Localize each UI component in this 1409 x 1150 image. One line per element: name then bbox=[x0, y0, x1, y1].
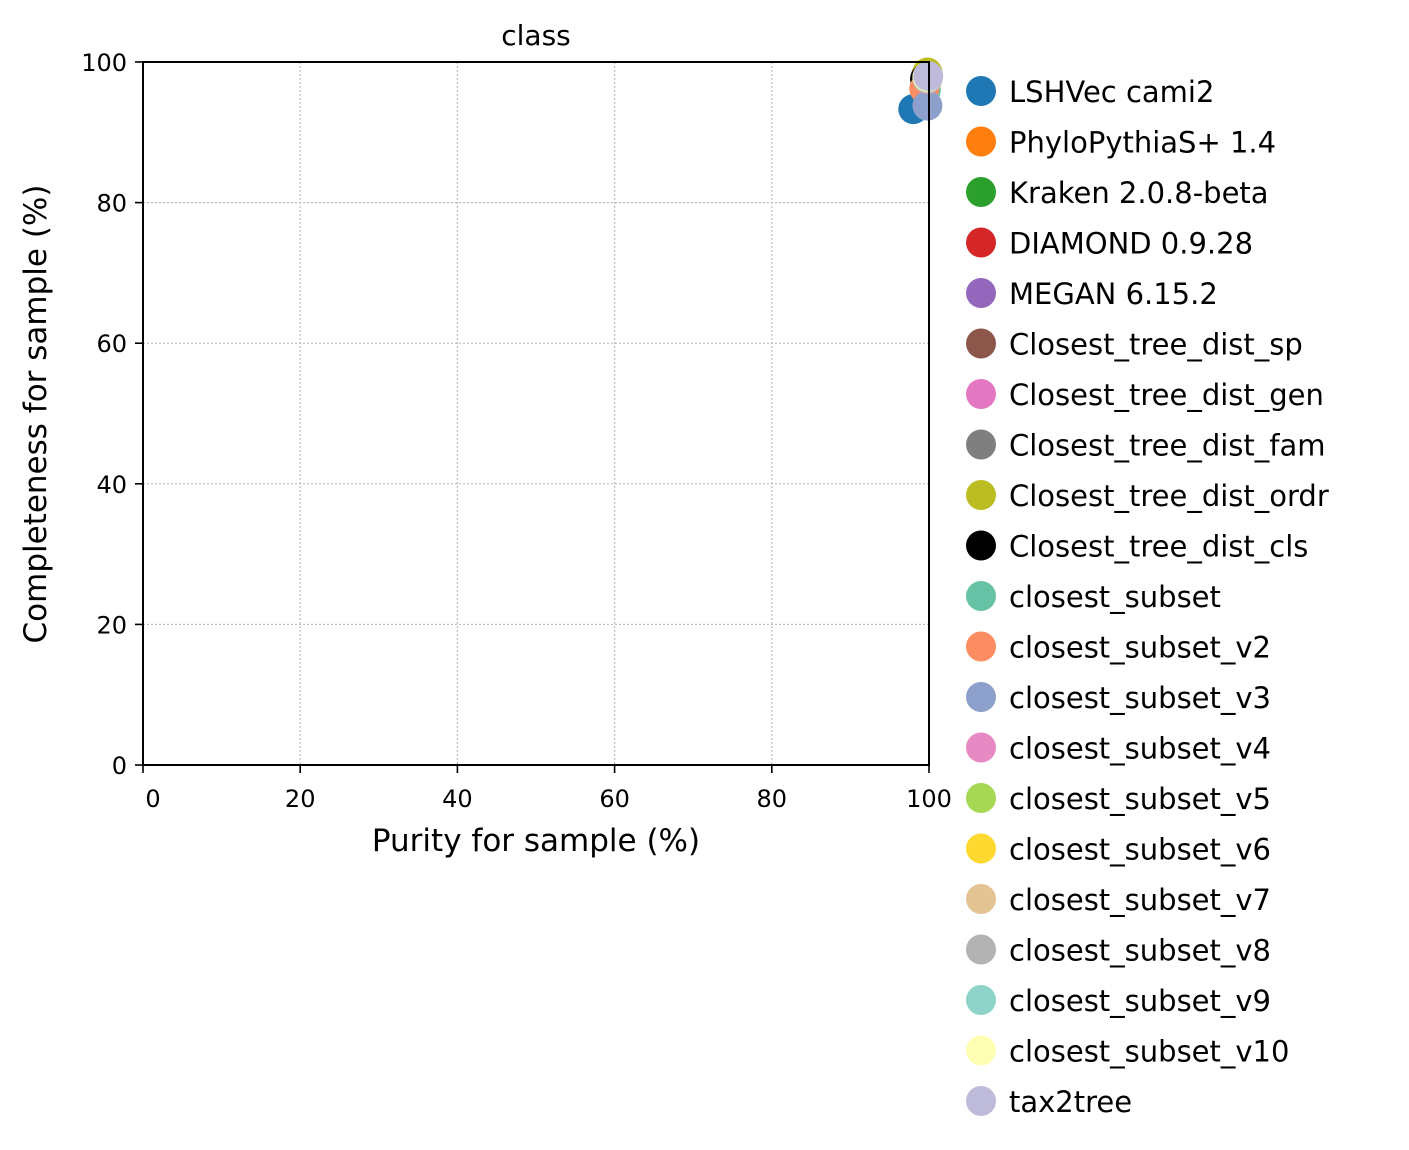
y-axis-label: Completeness for sample (%) bbox=[18, 185, 54, 644]
legend-marker bbox=[966, 682, 996, 712]
x-tick-label: 20 bbox=[285, 785, 316, 813]
legend-marker bbox=[966, 328, 996, 359]
y-axis-ticks: 0 20 40 60 80 100 bbox=[81, 49, 143, 780]
x-tick-label: 40 bbox=[442, 785, 473, 813]
y-tick-label: 60 bbox=[96, 330, 127, 358]
legend-label: Closest_tree_dist_gen bbox=[1009, 378, 1324, 412]
legend-marker bbox=[966, 530, 996, 561]
legend-label: Closest_tree_dist_fam bbox=[1009, 429, 1326, 463]
legend-marker bbox=[966, 631, 996, 662]
legend-label: LSHVec cami2 bbox=[1009, 75, 1214, 109]
legend-marker bbox=[966, 833, 996, 864]
legend-marker bbox=[966, 278, 996, 308]
legend-marker bbox=[966, 1035, 996, 1066]
y-tick-label: 40 bbox=[96, 471, 127, 499]
y-tick-label: 100 bbox=[81, 49, 127, 77]
data-points bbox=[898, 57, 944, 125]
legend-label: Closest_tree_dist_cls bbox=[1009, 530, 1308, 564]
legend-label: DIAMOND 0.9.28 bbox=[1009, 227, 1253, 261]
x-tick-label: 60 bbox=[599, 785, 630, 813]
legend-marker bbox=[966, 884, 996, 914]
x-tick-label: 80 bbox=[757, 785, 788, 813]
y-tick-label: 80 bbox=[96, 190, 127, 218]
legend-label: Closest_tree_dist_ordr bbox=[1009, 479, 1329, 513]
legend-marker bbox=[966, 783, 996, 813]
legend-marker bbox=[966, 177, 996, 207]
legend-label: closest_subset_v3 bbox=[1009, 681, 1271, 715]
x-axis-label: Purity for sample (%) bbox=[372, 823, 700, 859]
legend-label: Kraken 2.0.8-beta bbox=[1009, 176, 1269, 210]
y-tick-label: 0 bbox=[112, 752, 127, 780]
x-tick-label: 100 bbox=[906, 785, 952, 813]
legend-marker bbox=[966, 76, 996, 106]
legend-marker bbox=[966, 934, 996, 965]
legend-label: closest_subset_v2 bbox=[1009, 631, 1271, 665]
chart-title: class bbox=[501, 19, 571, 52]
legend-label: closest_subset_v5 bbox=[1009, 782, 1271, 816]
legend-marker bbox=[966, 429, 996, 460]
grid-lines bbox=[142, 61, 930, 766]
legend-label: closest_subset_v4 bbox=[1009, 732, 1271, 766]
x-axis-ticks: 0 20 40 60 80 100 bbox=[142, 765, 952, 813]
legend-label: PhyloPythiaS+ 1.4 bbox=[1009, 126, 1276, 160]
legend-label: closest_subset_v7 bbox=[1009, 883, 1271, 917]
legend-label: tax2tree bbox=[1009, 1085, 1132, 1119]
x-tick-label: 0 bbox=[145, 785, 160, 813]
legend-marker bbox=[966, 227, 996, 258]
legend-label: Closest_tree_dist_sp bbox=[1009, 328, 1303, 362]
legend-marker bbox=[966, 985, 996, 1015]
data-point bbox=[912, 90, 943, 121]
legend-label: closest_subset_v6 bbox=[1009, 833, 1271, 867]
legend-label: closest_subset_v9 bbox=[1009, 984, 1271, 1018]
legend-label: MEGAN 6.15.2 bbox=[1009, 277, 1218, 311]
legend-marker bbox=[966, 581, 996, 611]
legend-marker bbox=[966, 480, 996, 510]
legend-label: closest_subset_v8 bbox=[1009, 934, 1271, 968]
legend-marker bbox=[966, 732, 996, 763]
legend-marker bbox=[966, 1086, 996, 1116]
legend-marker bbox=[966, 379, 996, 409]
plot-frame bbox=[142, 61, 930, 766]
legend-label: closest_subset bbox=[1009, 580, 1221, 614]
legend-label: closest_subset_v10 bbox=[1009, 1035, 1289, 1069]
y-tick-label: 20 bbox=[96, 611, 127, 639]
legend: LSHVec cami2 PhyloPythiaS+ 1.4 Kraken 2.0.… bbox=[966, 75, 1329, 1119]
legend-marker bbox=[966, 126, 996, 157]
